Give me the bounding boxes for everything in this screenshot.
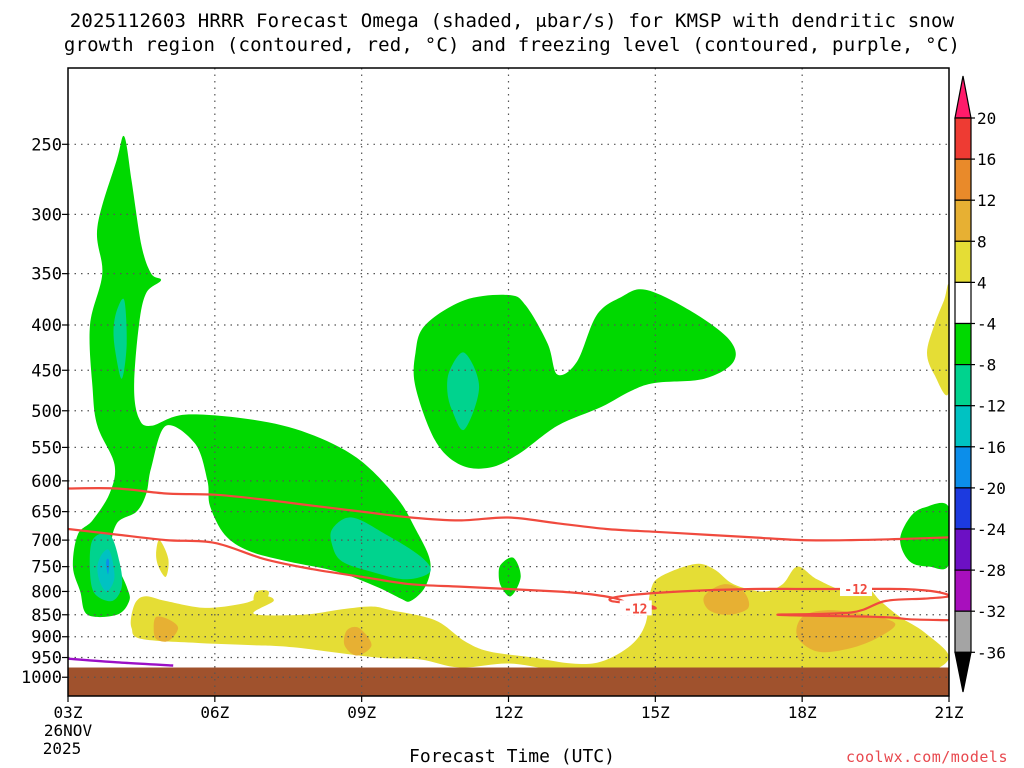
y-tick-label-850: 850 xyxy=(31,606,62,626)
x-tick-label-12Z: 12Z xyxy=(494,703,523,722)
colorbar-segment-6 xyxy=(954,322,972,366)
omega-region-18 xyxy=(796,610,896,653)
y-tick-label-300: 300 xyxy=(31,205,62,225)
x-tick-label-21Z: 21Z xyxy=(935,703,964,722)
contour-label-bg-2 xyxy=(840,581,873,597)
colorbar-segment-13 xyxy=(954,610,972,653)
y-tick-label-900: 900 xyxy=(31,628,62,648)
y-tick-label-250: 250 xyxy=(31,135,62,155)
colorbar-segment-7 xyxy=(954,364,972,407)
colorbar-segment-8 xyxy=(954,405,972,448)
colorbar-label-9: -16 xyxy=(977,438,1006,457)
y-tick-label-400: 400 xyxy=(31,316,62,336)
omega-region-15 xyxy=(153,616,179,642)
y-tick-label-600: 600 xyxy=(31,472,62,492)
y-tick-label-650: 650 xyxy=(31,503,62,523)
colorbar-label-11: -24 xyxy=(977,520,1006,539)
colorbar-label-13: -32 xyxy=(977,602,1006,621)
colorbar-segment-5 xyxy=(954,281,972,325)
omega-region-1 xyxy=(72,135,431,618)
colorbar-label-12: -28 xyxy=(977,561,1006,580)
colorbar-arrow-bottom xyxy=(954,651,972,693)
terrain-fill xyxy=(68,667,949,696)
y-tick-label-800: 800 xyxy=(31,582,62,602)
colorbar-segment-2 xyxy=(954,158,972,201)
y-tick-label-750: 750 xyxy=(31,558,62,578)
y-tick-label-500: 500 xyxy=(31,402,62,422)
y-tick-label-1000: 1000 xyxy=(21,668,62,688)
colorbar-label-10: -20 xyxy=(977,479,1006,498)
x-tick-label-15Z: 15Z xyxy=(641,703,670,722)
colorbar-label-8: -12 xyxy=(977,397,1006,416)
x-tick-label-06Z: 06Z xyxy=(200,703,229,722)
colorbar-label-6: -4 xyxy=(977,315,996,334)
colorbar-label-5: 4 xyxy=(977,273,987,292)
omega-region-13 xyxy=(253,590,269,604)
colorbar-segment-11 xyxy=(954,528,972,571)
source-credit: coolwx.com/models xyxy=(845,748,1008,766)
y-tick-label-350: 350 xyxy=(31,265,62,285)
colorbar-segment-12 xyxy=(954,569,972,612)
colorbar-arrow-top xyxy=(954,75,972,119)
colorbar-label-2: 16 xyxy=(977,150,996,169)
y-tick-label-550: 550 xyxy=(31,438,62,458)
omega-region-9 xyxy=(97,549,115,592)
x-tick-label-03Z: 03Z xyxy=(54,703,83,722)
colorbar-segment-3 xyxy=(954,199,972,242)
chart-title-line-2: growth region (contoured, red, °C) and f… xyxy=(63,34,961,56)
omega-region-12 xyxy=(156,540,169,577)
dgz-contour-2 xyxy=(68,527,949,622)
y-tick-label-450: 450 xyxy=(31,361,62,381)
colorbar-label-3: 12 xyxy=(977,191,996,210)
x-tick-date: 26NOV xyxy=(44,721,93,740)
omega-region-5 xyxy=(113,298,127,379)
omega-region-14 xyxy=(927,284,949,396)
colorbar-label-7: -8 xyxy=(977,356,996,375)
dgz-contour-1 xyxy=(68,487,949,542)
colorbar-label-14: -36 xyxy=(977,643,1006,662)
contour-label-2: -12 xyxy=(844,583,867,598)
colorbar-segment-1 xyxy=(954,117,972,160)
x-tick-year: 2025 xyxy=(43,739,82,758)
colorbar-segment-10 xyxy=(954,487,972,530)
freezing-level-contour xyxy=(68,657,174,667)
omega-region-7 xyxy=(330,517,431,580)
colorbar-label-4: 8 xyxy=(977,232,987,251)
x-tick-label-09Z: 09Z xyxy=(347,703,376,722)
x-axis-label: Forecast Time (UTC) xyxy=(409,746,615,767)
x-tick-label-18Z: 18Z xyxy=(788,703,817,722)
colorbar-segment-4 xyxy=(954,240,972,284)
y-tick-label-700: 700 xyxy=(31,531,62,551)
colorbar-segment-9 xyxy=(954,446,972,489)
omega-region-16 xyxy=(343,626,372,656)
y-tick-label-950: 950 xyxy=(31,649,62,669)
omega-region-3 xyxy=(900,502,949,570)
contour-label-bg-1 xyxy=(619,600,652,616)
colorbar-label-1: 20 xyxy=(977,109,996,128)
omega-region-2 xyxy=(413,289,736,469)
chart-title-line-1: 2025112603 HRRR Forecast Omega (shaded, … xyxy=(69,10,955,32)
contour-label-1: -12 xyxy=(624,602,647,617)
